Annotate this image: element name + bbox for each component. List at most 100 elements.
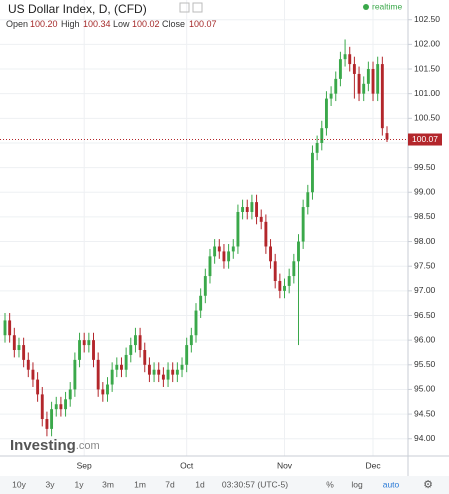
high-label: High bbox=[61, 19, 80, 29]
candle-body bbox=[106, 384, 109, 395]
candle-body bbox=[59, 404, 63, 410]
candle-body bbox=[357, 73, 361, 94]
candle-body bbox=[36, 379, 40, 395]
price-axis: 94.00 94.50 95.00 95.50 96.00 96.50 97.00 97.50… bbox=[408, 14, 442, 443]
low-label: Low bbox=[113, 19, 130, 29]
range-button[interactable]: 10y bbox=[12, 479, 26, 489]
candle-body bbox=[12, 335, 16, 351]
y-tick-label: 95.00 bbox=[414, 384, 436, 394]
candle-body bbox=[73, 359, 77, 390]
y-tick-label: 101.00 bbox=[414, 88, 440, 98]
range-button[interactable]: 1m bbox=[134, 479, 146, 489]
range-button[interactable]: 3y bbox=[46, 479, 56, 489]
y-tick-label: 99.00 bbox=[414, 187, 436, 197]
range-button[interactable]: 1d bbox=[195, 479, 205, 489]
candle-body bbox=[31, 369, 35, 380]
y-tick-label: 94.00 bbox=[414, 433, 436, 443]
scale-button[interactable]: auto bbox=[383, 479, 400, 489]
grid bbox=[0, 0, 408, 456]
high-value: 100.34 bbox=[83, 19, 111, 29]
candle-body bbox=[120, 364, 123, 370]
close-value: 100.07 bbox=[189, 19, 217, 29]
candle-body bbox=[259, 216, 263, 222]
candle-body bbox=[92, 340, 95, 360]
ohlc-header: Open 100.20 High 100.34 Low 100.02 Close… bbox=[6, 19, 217, 29]
candle-body bbox=[161, 374, 165, 380]
candles bbox=[0, 39, 408, 437]
candle-body bbox=[68, 389, 72, 400]
candle-body bbox=[147, 364, 151, 375]
y-tick-label: 96.00 bbox=[414, 334, 436, 344]
open-label: Open bbox=[6, 19, 28, 29]
candle-body bbox=[115, 364, 119, 370]
candle-body bbox=[255, 202, 259, 217]
y-tick-label: 97.00 bbox=[414, 285, 436, 295]
y-tick-label: 102.50 bbox=[414, 14, 440, 24]
time-axis: Sep Oct Nov Dec bbox=[77, 460, 382, 470]
candle-body bbox=[152, 369, 156, 375]
candle-body bbox=[45, 419, 49, 429]
candle-body bbox=[26, 359, 30, 370]
toolbar-buttons: 10y 3y 1y 3m 1m 7d 1d% log auto bbox=[12, 479, 399, 489]
candle-body bbox=[385, 133, 389, 140]
candle-body bbox=[22, 345, 26, 360]
candle-body bbox=[208, 256, 212, 277]
range-button[interactable]: 7d bbox=[165, 479, 175, 489]
close-label: Close bbox=[162, 19, 185, 29]
candle-body bbox=[185, 345, 189, 365]
y-tick-label: 97.50 bbox=[414, 260, 436, 270]
candle-body bbox=[3, 320, 7, 336]
status-dot bbox=[363, 4, 369, 10]
candle-body bbox=[227, 251, 231, 262]
settings-icon[interactable]: ⚙ bbox=[423, 479, 433, 491]
candle-body bbox=[283, 285, 286, 291]
candle-body bbox=[366, 69, 370, 84]
candle-body bbox=[189, 335, 193, 346]
y-tick-label: 95.50 bbox=[414, 359, 436, 369]
y-tick-label: 98.00 bbox=[414, 236, 436, 246]
candle-body bbox=[199, 295, 203, 311]
candle-body bbox=[54, 404, 58, 410]
candle-body bbox=[245, 207, 249, 212]
candle-body bbox=[157, 369, 161, 375]
toolbar bbox=[0, 476, 449, 494]
open-value: 100.20 bbox=[30, 19, 58, 29]
candle-body bbox=[8, 320, 12, 336]
candle-body bbox=[138, 335, 142, 351]
candle-body bbox=[166, 369, 170, 380]
low-value: 100.02 bbox=[132, 19, 160, 29]
candle-body bbox=[362, 83, 366, 94]
candle-body bbox=[17, 345, 21, 351]
candle-body bbox=[217, 246, 221, 252]
candle-body bbox=[301, 207, 305, 242]
candle-body bbox=[380, 64, 384, 129]
candle-body bbox=[40, 394, 44, 420]
candle-body bbox=[273, 261, 277, 281]
candle-body bbox=[222, 251, 226, 262]
candle-body bbox=[287, 276, 291, 286]
candle-body bbox=[371, 69, 375, 94]
candle-body bbox=[352, 64, 356, 74]
scale-button[interactable]: % bbox=[326, 479, 334, 489]
candle-body bbox=[315, 142, 319, 153]
range-button[interactable]: 1y bbox=[75, 479, 85, 489]
x-tick-label: Sep bbox=[77, 460, 92, 470]
candle-body bbox=[175, 369, 179, 375]
candle-body bbox=[241, 207, 245, 212]
candle-body bbox=[338, 59, 342, 79]
scale-button[interactable]: log bbox=[351, 479, 363, 489]
candle-body bbox=[348, 54, 352, 65]
last-price-tag bbox=[408, 133, 442, 146]
title-icon bbox=[192, 2, 203, 13]
brand: Investing bbox=[10, 437, 76, 454]
candle-body bbox=[324, 98, 328, 129]
candle-body bbox=[278, 280, 282, 291]
candle-body bbox=[129, 345, 133, 355]
candle-body bbox=[78, 340, 81, 360]
x-tick-label: Dec bbox=[365, 460, 381, 470]
y-tick-label: 101.50 bbox=[414, 63, 440, 73]
y-tick-label: 94.50 bbox=[414, 408, 436, 418]
range-button[interactable]: 3m bbox=[102, 479, 114, 489]
title-icon bbox=[179, 2, 190, 13]
